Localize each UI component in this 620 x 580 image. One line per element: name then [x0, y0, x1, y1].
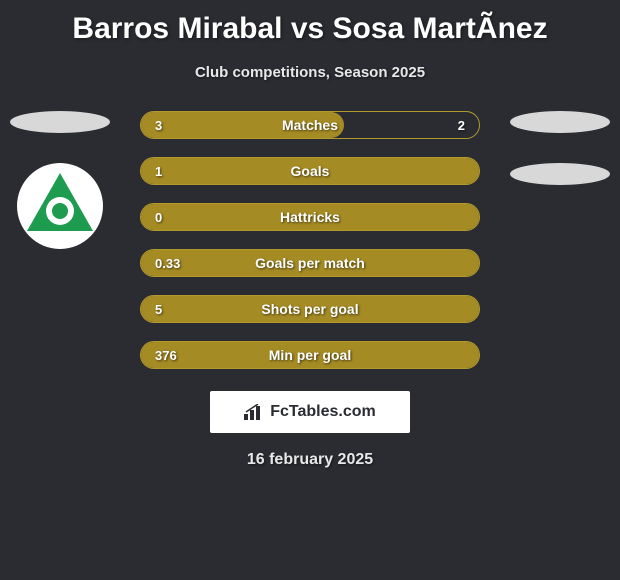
stat-bar: 5Shots per goal [140, 295, 480, 323]
right-side [510, 111, 610, 185]
stat-label: Hattricks [201, 209, 419, 225]
comparison-card: Barros Mirabal vs Sosa MartÃnez Club com… [0, 0, 620, 580]
stat-bar: 376Min per goal [140, 341, 480, 369]
stat-bars: 3Matches2 1Goals 0Hattricks 0.33Goals per m… [140, 111, 480, 369]
stat-label: Goals [201, 163, 419, 179]
player-left-silhouette [10, 111, 110, 133]
stat-left-value: 0.33 [141, 256, 201, 271]
stat-left-value: 1 [141, 164, 201, 179]
stat-left-value: 5 [141, 302, 201, 317]
stat-label: Goals per match [201, 255, 419, 271]
stat-label: Min per goal [201, 347, 419, 363]
stat-label: Matches [201, 117, 419, 133]
stat-bar: 0Hattricks [140, 203, 480, 231]
stat-right-value: 2 [419, 118, 479, 133]
stat-label: Shots per goal [201, 301, 419, 317]
page-subtitle: Club competitions, Season 2025 [0, 64, 620, 81]
left-side [10, 111, 110, 249]
player-right-silhouette [510, 111, 610, 133]
club-badge-left [17, 163, 103, 249]
club-right-placeholder [510, 163, 610, 185]
content: 3Matches2 1Goals 0Hattricks 0.33Goals per m… [0, 111, 620, 369]
stat-left-value: 3 [141, 118, 201, 133]
watermark-text: FcTables.com [270, 403, 376, 421]
chart-icon [244, 404, 264, 420]
stat-bar: 1Goals [140, 157, 480, 185]
stat-bar: 0.33Goals per match [140, 249, 480, 277]
club-logo-icon [25, 171, 95, 241]
stat-left-value: 0 [141, 210, 201, 225]
date: 16 february 2025 [0, 451, 620, 469]
stat-bar: 3Matches2 [140, 111, 480, 139]
watermark: FcTables.com [210, 391, 410, 433]
page-title: Barros Mirabal vs Sosa MartÃnez [0, 0, 620, 46]
stat-left-value: 376 [141, 348, 201, 363]
